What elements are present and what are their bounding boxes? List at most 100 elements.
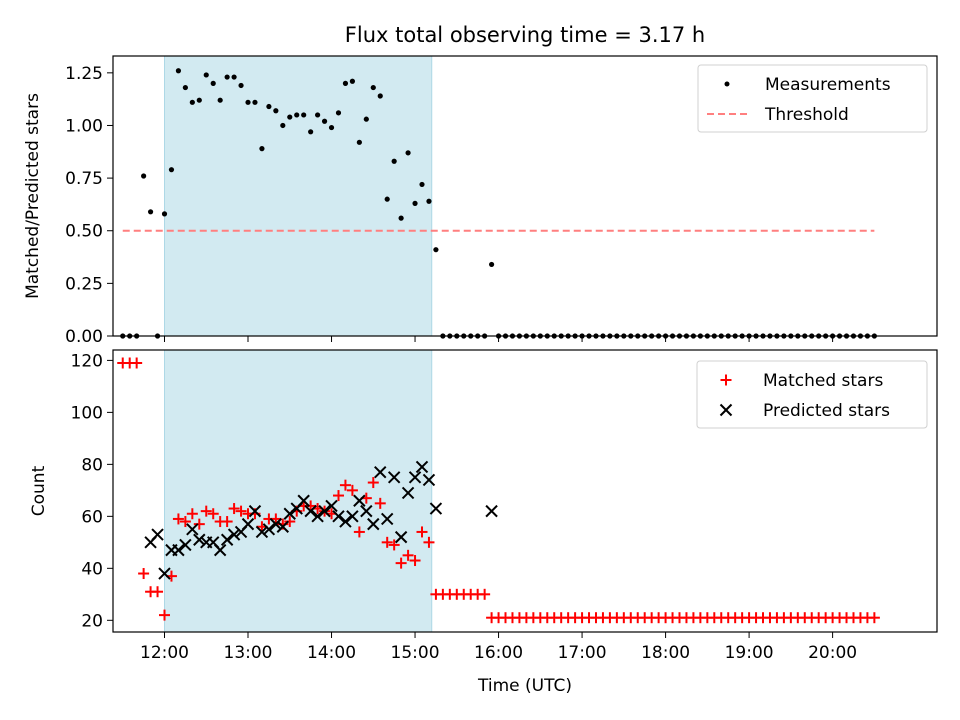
matched-star-point: [374, 497, 386, 509]
measurement-point: [224, 74, 230, 80]
x-tick-label: 12:00: [140, 643, 189, 663]
measurement-point: [328, 124, 335, 131]
measurement-point: [280, 122, 286, 129]
measurement-point: [321, 118, 328, 124]
matched-star-point: [423, 536, 435, 548]
count-y-axis-label: Count: [29, 465, 49, 516]
matched-star-point: [868, 612, 880, 624]
predicted-star-point: [353, 494, 366, 507]
measurement-point: [203, 72, 209, 78]
matched-star-point: [193, 518, 205, 530]
matched-star-point: [270, 513, 282, 525]
measurement-point: [315, 112, 321, 118]
count-panel: 20 40 60 80 100 120 12:00 13:00 14:00 15:00 16:00…: [29, 349, 938, 696]
predicted-star-point: [408, 471, 422, 484]
measurement-point: [384, 196, 390, 202]
measurement-point: [196, 97, 202, 103]
matched-star-point: [479, 588, 491, 600]
x-tick-label: 17:00: [558, 643, 607, 663]
matched-star-point: [388, 539, 400, 551]
measurement-point: [217, 97, 223, 103]
legend-measurement-marker: [724, 81, 730, 87]
x-tick-label: 14:00: [307, 643, 356, 663]
matched-star-point: [339, 479, 351, 491]
matched-star-point: [346, 484, 358, 496]
ratio-y-tick-label: 0.00: [65, 327, 103, 347]
count-legend-box: [696, 360, 928, 429]
matched-star-point: [186, 508, 198, 520]
matched-star-point: [235, 505, 247, 517]
matched-star-point: [200, 505, 212, 517]
predicted-star-point: [429, 502, 443, 515]
measurement-point: [294, 112, 300, 118]
predicted-star-point: [158, 567, 171, 580]
legend-threshold-label: Threshold: [764, 105, 849, 125]
predicted-star-point: [374, 465, 387, 479]
predicted-star-point: [422, 473, 436, 487]
chart-title: Flux total observing time = 3.17 h: [345, 23, 705, 47]
predicted-star-point: [367, 517, 380, 531]
measurement-point: [238, 82, 244, 89]
measurement-point: [419, 181, 425, 188]
measurement-point: [210, 80, 216, 86]
ratio-y-axis-label: Matched/Predicted stars: [23, 93, 43, 299]
measurement-point: [231, 74, 237, 80]
measurement-point: [398, 215, 404, 221]
matched-star-point: [381, 536, 393, 548]
predicted-star-point: [297, 494, 310, 507]
legend-matched-label: Matched stars: [763, 371, 883, 391]
measurement-point: [342, 80, 349, 86]
matched-star-point: [353, 526, 365, 538]
x-tick-label: 16:00: [474, 643, 523, 663]
predicted-star-point: [151, 528, 164, 541]
predicted-star-point: [179, 538, 192, 552]
matched-star-point: [179, 516, 191, 528]
predicted-star-point: [193, 533, 206, 546]
predicted-star-point: [485, 504, 498, 518]
predicted-star-point: [304, 504, 317, 518]
measurement-point: [175, 68, 182, 74]
measurement-point: [488, 261, 495, 268]
legend-measurements-label: Measurements: [765, 75, 891, 95]
measurement-point: [335, 110, 342, 116]
measurement-point: [363, 116, 369, 122]
predicted-star-point: [269, 517, 283, 531]
x-tick-label: 13:00: [224, 643, 273, 663]
ratio-y-tick-label: 1.25: [65, 64, 103, 84]
predicted-star-point: [186, 523, 199, 536]
predicted-star-point: [415, 460, 429, 474]
x-tick-label: 15:00: [391, 643, 440, 663]
predicted-star-point: [387, 471, 401, 484]
predicted-star-point: [325, 499, 338, 513]
matched-star-point: [207, 508, 219, 520]
predicted-star-point: [380, 512, 394, 526]
count-panel-frame: [112, 349, 938, 633]
measurement-point: [168, 167, 175, 173]
matched-star-point: [152, 586, 164, 598]
predicted-star-point: [401, 486, 415, 500]
measurement-point: [147, 209, 154, 215]
count-legend: Matched stars Predicted stars: [696, 360, 928, 429]
measurement-point: [405, 150, 411, 156]
measurement-point: [252, 99, 258, 105]
matched-star-point: [159, 609, 170, 621]
matched-star-point: [228, 503, 240, 515]
predicted-star-point: [262, 523, 276, 536]
measurement-point: [426, 198, 432, 204]
ratio-y-tick-label: 0.50: [65, 222, 103, 242]
predicted-star-point: [255, 525, 269, 539]
ratio-y-axis: 0.00 0.25 0.50 0.75 1.00 1.25: [65, 64, 113, 347]
matched-star-point: [395, 557, 407, 569]
count-y-tick-label: 20: [81, 611, 103, 631]
x-tick-label: 19:00: [725, 643, 774, 663]
predicted-star-point: [311, 510, 324, 523]
measurement-point: [391, 158, 397, 164]
predicted-star-point: [283, 507, 296, 520]
count-y-tick-label: 120: [71, 351, 103, 371]
predicted-star-point: [248, 504, 262, 518]
measurement-point: [141, 173, 147, 179]
measurement-point: [433, 247, 439, 253]
measurement-point: [182, 84, 188, 91]
ratio-panel-frame: [112, 55, 938, 337]
matched-star-point: [221, 516, 233, 528]
